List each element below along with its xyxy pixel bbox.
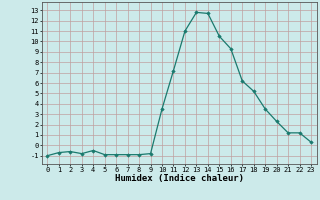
X-axis label: Humidex (Indice chaleur): Humidex (Indice chaleur) — [115, 174, 244, 183]
